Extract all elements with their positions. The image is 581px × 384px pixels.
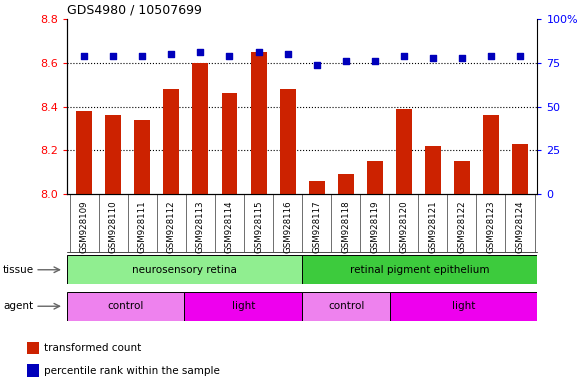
Bar bbox=[221, 93, 238, 194]
Point bbox=[399, 53, 408, 59]
Point bbox=[225, 53, 234, 59]
Point bbox=[167, 51, 176, 57]
Point bbox=[341, 58, 350, 64]
Point bbox=[457, 55, 467, 61]
Point bbox=[515, 53, 525, 59]
Point bbox=[428, 55, 437, 61]
Text: light: light bbox=[232, 301, 255, 311]
Text: light: light bbox=[452, 301, 476, 311]
Bar bbox=[309, 181, 325, 194]
Point bbox=[254, 49, 263, 55]
Bar bbox=[67, 292, 185, 321]
Bar bbox=[302, 292, 390, 321]
Point bbox=[109, 53, 118, 59]
Bar bbox=[163, 89, 180, 194]
Bar bbox=[512, 144, 528, 194]
Bar bbox=[279, 89, 296, 194]
Bar bbox=[390, 292, 537, 321]
Text: GDS4980 / 10507699: GDS4980 / 10507699 bbox=[67, 3, 202, 17]
Text: control: control bbox=[107, 301, 144, 311]
Bar bbox=[396, 109, 412, 194]
Bar bbox=[483, 115, 499, 194]
Text: transformed count: transformed count bbox=[44, 343, 141, 353]
Point bbox=[196, 49, 205, 55]
Text: retinal pigment epithelium: retinal pigment epithelium bbox=[350, 265, 490, 275]
Bar bbox=[76, 111, 92, 194]
Bar bbox=[338, 174, 354, 194]
Bar bbox=[27, 364, 39, 376]
Bar bbox=[250, 52, 267, 194]
Bar bbox=[192, 63, 209, 194]
Point bbox=[283, 51, 292, 57]
Bar bbox=[185, 292, 302, 321]
Text: tissue: tissue bbox=[3, 265, 34, 275]
Point bbox=[80, 53, 89, 59]
Bar bbox=[367, 161, 383, 194]
Bar bbox=[425, 146, 441, 194]
Text: agent: agent bbox=[3, 301, 33, 311]
Text: percentile rank within the sample: percentile rank within the sample bbox=[44, 366, 220, 376]
Text: neurosensory retina: neurosensory retina bbox=[132, 265, 237, 275]
Bar bbox=[105, 115, 121, 194]
Point bbox=[486, 53, 496, 59]
Bar bbox=[302, 255, 537, 284]
Bar bbox=[27, 342, 39, 354]
Point bbox=[138, 53, 147, 59]
Bar bbox=[454, 161, 470, 194]
Bar bbox=[134, 120, 150, 194]
Bar bbox=[67, 255, 302, 284]
Point bbox=[312, 61, 321, 68]
Point bbox=[370, 58, 379, 64]
Text: control: control bbox=[328, 301, 364, 311]
